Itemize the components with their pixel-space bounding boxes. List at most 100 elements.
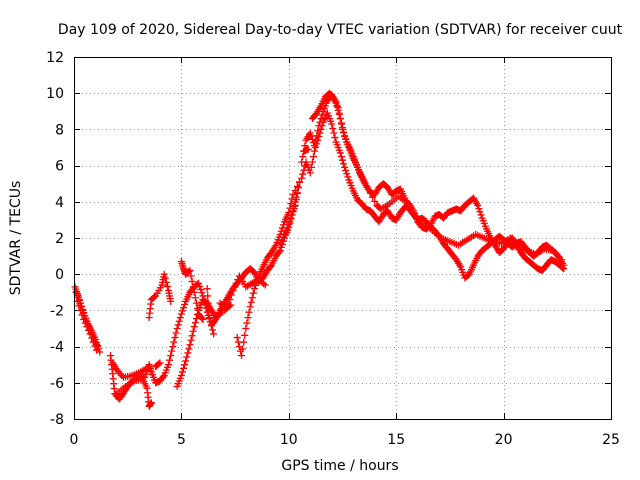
data-point <box>224 300 232 308</box>
data-point <box>89 338 97 346</box>
data-point <box>238 352 246 360</box>
data-point <box>275 248 283 256</box>
y-tick-label: 4 <box>55 195 64 211</box>
data-point <box>294 184 302 192</box>
data-point <box>187 272 195 280</box>
data-point <box>172 329 180 337</box>
data-point <box>160 270 168 278</box>
data-point <box>75 302 83 310</box>
data-point <box>560 265 568 273</box>
data-point <box>335 109 343 117</box>
data-point <box>299 153 307 161</box>
data-point <box>178 307 186 315</box>
data-point <box>241 331 249 339</box>
data-point <box>260 280 268 288</box>
data-point <box>91 342 99 350</box>
data-point <box>239 345 247 353</box>
data-point <box>328 120 336 128</box>
data-point <box>159 373 167 381</box>
data-point <box>330 129 338 137</box>
data-point <box>558 256 566 264</box>
data-point <box>366 189 374 197</box>
data-point <box>174 321 182 329</box>
data-point <box>336 149 344 157</box>
data-point <box>199 315 207 323</box>
y-axis-label: SDTVAR / TECUs <box>8 181 24 296</box>
data-point <box>178 368 186 376</box>
data-point <box>190 288 198 296</box>
data-point <box>167 352 175 360</box>
data-point <box>147 399 155 407</box>
data-point <box>233 334 241 342</box>
data-point <box>340 129 348 137</box>
data-point <box>181 301 189 309</box>
data-point <box>317 115 325 123</box>
data-point <box>186 341 194 349</box>
data-point <box>281 230 289 238</box>
data-point <box>223 305 231 313</box>
data-point <box>276 239 284 247</box>
x-tick-label: 0 <box>70 432 79 448</box>
data-point <box>284 224 292 232</box>
data-point <box>298 174 306 182</box>
data-point <box>278 236 286 244</box>
data-point <box>189 283 197 291</box>
data-point <box>289 191 297 199</box>
data-point <box>308 158 316 166</box>
data-point <box>187 336 195 344</box>
data-point <box>180 304 188 312</box>
data-point <box>205 306 213 314</box>
data-point <box>315 133 323 141</box>
data-point <box>313 140 321 148</box>
data-point <box>312 144 320 151</box>
data-point <box>331 134 339 142</box>
data-point <box>81 319 89 327</box>
plot-frame <box>74 57 612 420</box>
data-point <box>334 104 342 112</box>
data-point <box>80 315 88 323</box>
data-point <box>182 357 190 365</box>
data-point <box>162 278 170 286</box>
data-point <box>234 276 242 284</box>
data-point <box>205 314 213 322</box>
y-tick-label: 0 <box>55 267 64 283</box>
data-point <box>343 170 351 178</box>
data-point <box>245 308 253 316</box>
data-point <box>287 200 295 208</box>
chart-title: Day 109 of 2020, Sidereal Day-to-day VTE… <box>58 22 623 38</box>
data-point <box>296 178 304 186</box>
data-point <box>409 209 417 217</box>
data-point <box>261 281 269 289</box>
data-point <box>191 294 199 302</box>
data-point <box>329 124 337 132</box>
data-point <box>183 353 191 361</box>
data-point <box>203 285 211 293</box>
data-point <box>306 129 314 137</box>
data-point <box>143 364 151 372</box>
data-point <box>240 338 248 346</box>
data-point <box>93 346 101 354</box>
data-point <box>318 122 326 130</box>
data-point <box>177 310 185 318</box>
y-tick-label: -2 <box>50 303 64 319</box>
data-point <box>177 372 185 380</box>
data-point <box>299 170 307 178</box>
data-point <box>192 299 200 307</box>
data-point <box>277 244 285 252</box>
x-tick-label: 15 <box>387 432 405 448</box>
data-point <box>341 163 349 171</box>
data-point <box>339 125 346 133</box>
data-point <box>244 314 252 322</box>
data-point <box>198 314 206 322</box>
x-tick-label: 5 <box>177 432 186 448</box>
data-point <box>371 197 379 205</box>
y-tick-label: 12 <box>46 50 64 66</box>
data-point <box>210 330 218 338</box>
data-point <box>407 205 415 213</box>
data-point <box>156 359 164 367</box>
data-point <box>242 325 250 332</box>
data-point <box>186 267 194 275</box>
data-point <box>151 293 159 301</box>
data-point <box>307 163 315 171</box>
data-point <box>476 208 484 216</box>
